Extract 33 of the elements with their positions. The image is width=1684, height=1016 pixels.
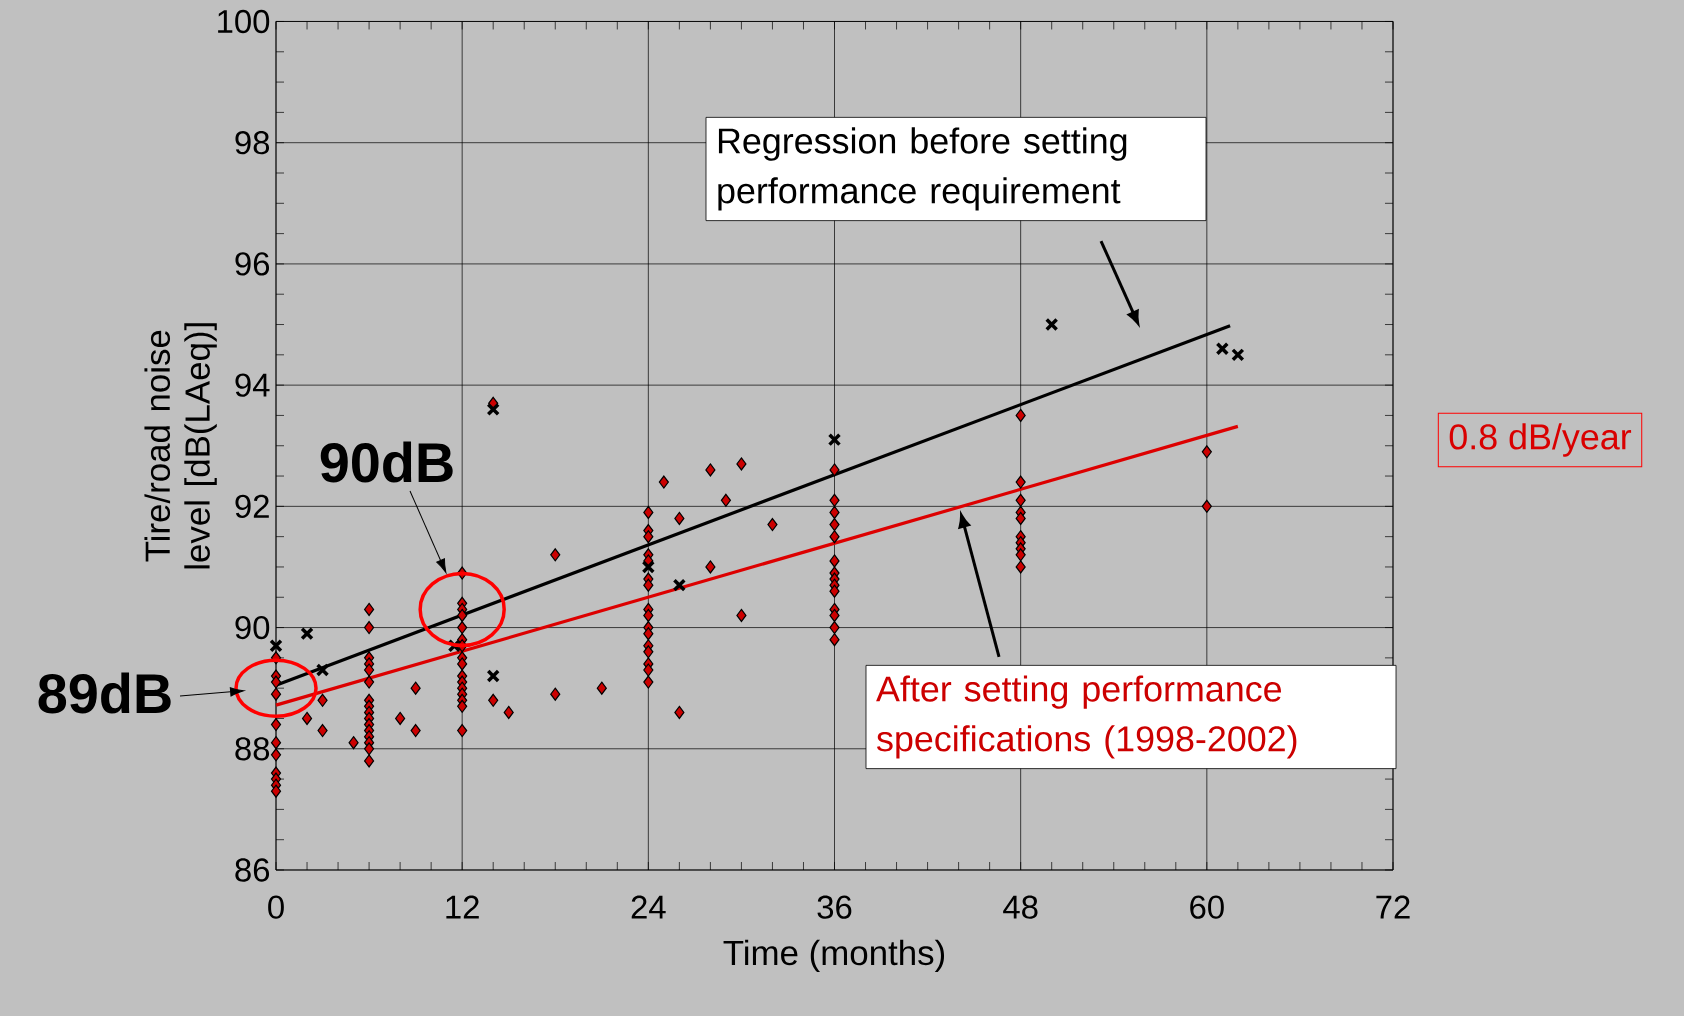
y-tick-label: 92 (235, 494, 269, 518)
x-tick-label: 0 (268, 895, 284, 919)
point (1231, 348, 1245, 362)
point (269, 639, 283, 653)
x-tick-label: 12 (446, 895, 479, 919)
annotation: 90dB (320, 441, 453, 483)
point (315, 663, 330, 677)
y-axis-title: Tire/road noise level [dB(LAeq)] (144, 323, 217, 569)
x-axis-title: Time (months) (723, 939, 945, 973)
x-tick-label: 48 (1003, 895, 1038, 919)
annotation: After setting performance specifications (1998-2002) (876, 675, 1297, 759)
x-tick-label: 60 (1190, 895, 1224, 919)
point (827, 432, 842, 447)
y-tick-label: 98 (235, 131, 270, 155)
y-tick-label: 94 (235, 373, 270, 397)
point (1045, 317, 1059, 332)
point (300, 626, 314, 641)
annotation: Regression before setting performance requirement (718, 127, 1127, 211)
point (672, 578, 687, 592)
y-tick-label: 88 (235, 737, 270, 761)
text: 0.8 dB/year (1449, 423, 1632, 457)
y-tick-label: 96 (235, 252, 270, 276)
point (641, 560, 656, 574)
point (1215, 342, 1230, 356)
x-tick-label: 36 (817, 895, 852, 919)
y-tick-label: 100 (218, 9, 270, 34)
x-tick-label: 24 (631, 895, 666, 919)
x-tick-label: 72 (1376, 895, 1410, 919)
y-tick-label: 90 (235, 615, 270, 640)
point (486, 669, 500, 683)
point (486, 402, 500, 417)
y-tick-label: 86 (235, 858, 270, 882)
annotation: 89dB (38, 672, 171, 714)
